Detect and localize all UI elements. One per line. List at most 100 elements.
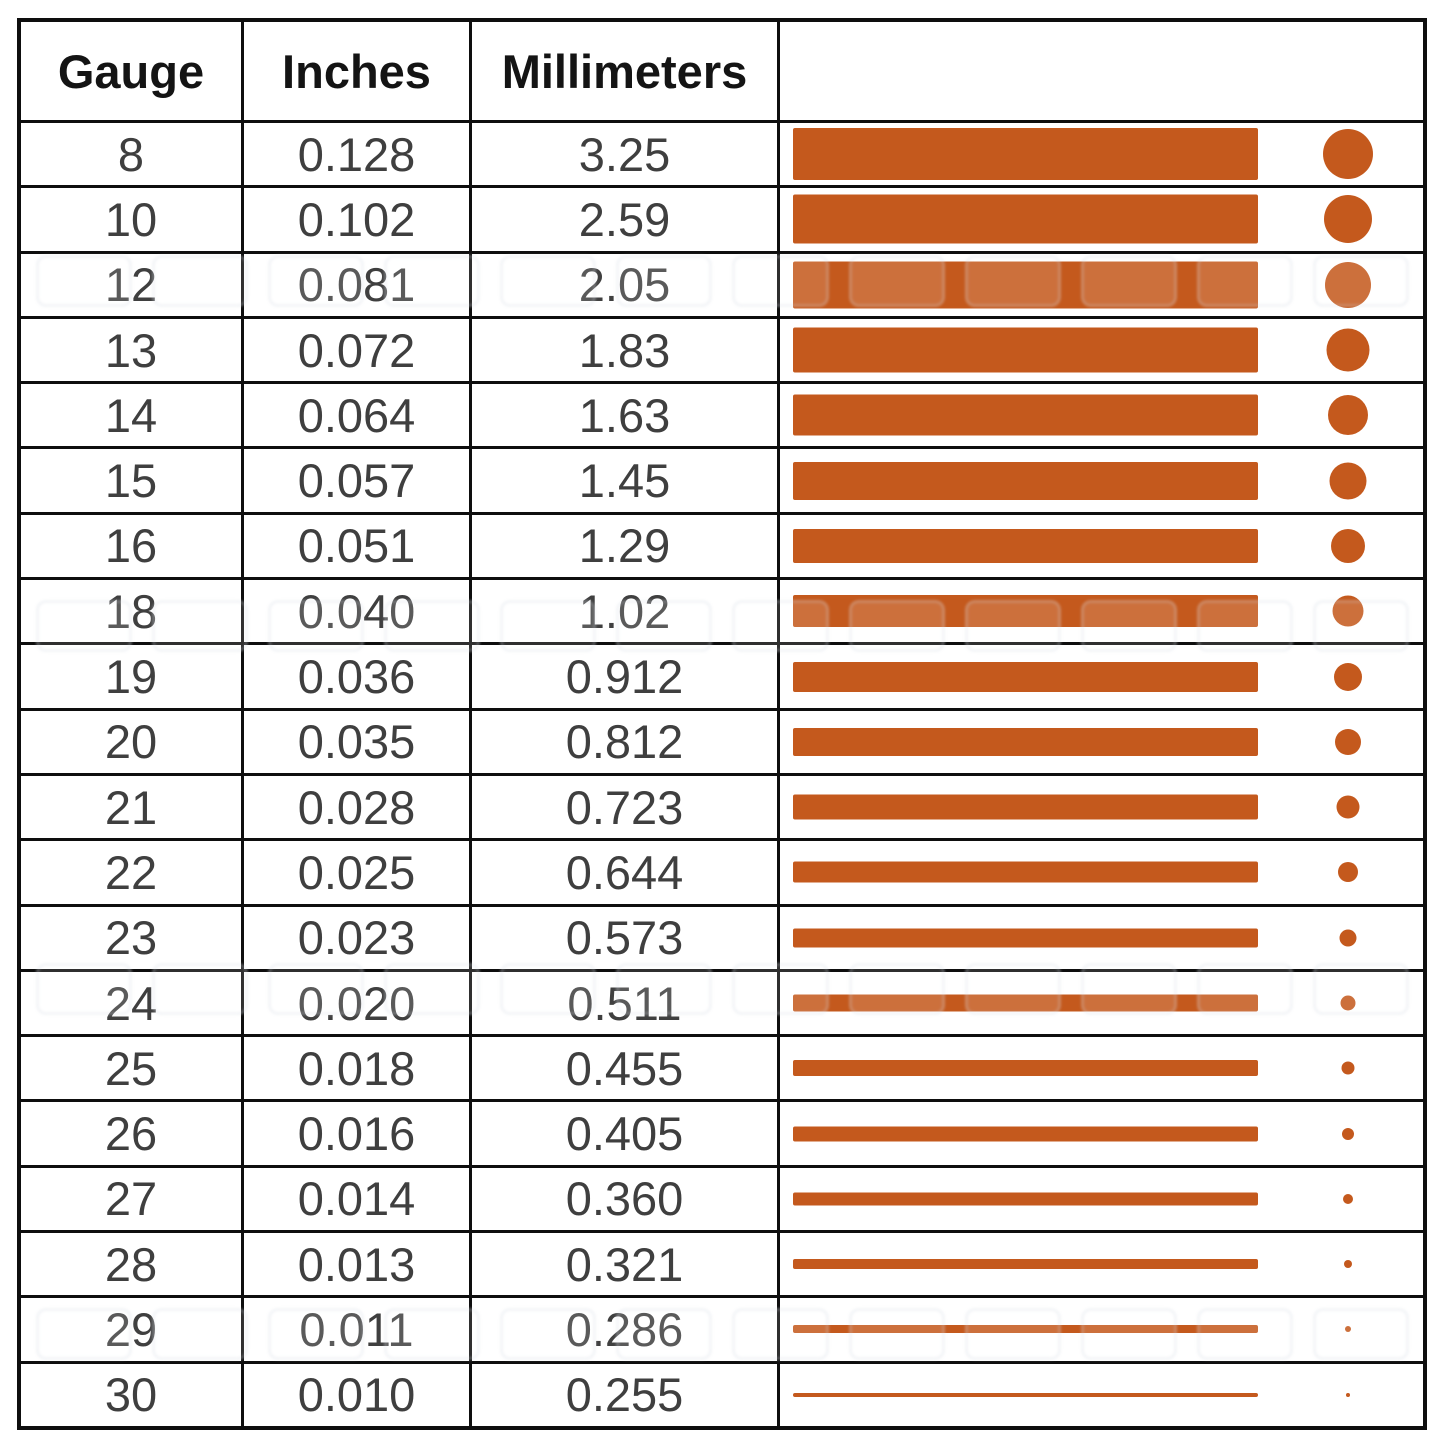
wire-thickness-bar bbox=[793, 461, 1258, 500]
millimeters-value: 0.912 bbox=[472, 645, 780, 708]
inches-value: 0.010 bbox=[244, 1363, 472, 1426]
size-visual-cell bbox=[780, 1298, 1423, 1360]
gauge-value: 21 bbox=[21, 775, 244, 839]
table-row: 27 0.014 0.360 bbox=[21, 1167, 1423, 1234]
gauge-value: 19 bbox=[21, 645, 244, 708]
table-row: 22 0.025 0.644 bbox=[21, 841, 1423, 907]
table-row: 21 0.028 0.723 bbox=[21, 775, 1423, 842]
gauge-value: 24 bbox=[21, 971, 244, 1035]
table-row: 8 0.128 3.25 bbox=[21, 123, 1423, 189]
wire-thickness-bar bbox=[793, 194, 1258, 244]
millimeters-value: 0.405 bbox=[472, 1102, 780, 1165]
wire-diameter-dot bbox=[1343, 1193, 1353, 1204]
wire-diameter-dot bbox=[1328, 395, 1368, 436]
header-visual bbox=[780, 22, 1423, 120]
table-row: 20 0.035 0.812 bbox=[21, 710, 1423, 776]
gauge-value: 13 bbox=[21, 318, 244, 382]
millimeters-value: 1.63 bbox=[472, 384, 780, 447]
wire-thickness-bar bbox=[793, 528, 1258, 563]
inches-value: 0.011 bbox=[244, 1298, 472, 1361]
millimeters-value: 0.573 bbox=[472, 906, 780, 969]
millimeters-value: 1.83 bbox=[472, 318, 780, 382]
wire-thickness-bar bbox=[793, 394, 1258, 436]
table-row: 28 0.013 0.321 bbox=[21, 1233, 1423, 1299]
table-row: 19 0.036 0.912 bbox=[21, 645, 1423, 711]
millimeters-value: 0.812 bbox=[472, 710, 780, 773]
gauge-value: 20 bbox=[21, 710, 244, 773]
inches-value: 0.051 bbox=[244, 514, 472, 578]
wire-thickness-bar bbox=[793, 1392, 1258, 1397]
wire-diameter-dot bbox=[1336, 795, 1360, 819]
inches-value: 0.035 bbox=[244, 710, 472, 773]
wire-diameter-dot bbox=[1341, 1061, 1355, 1075]
size-visual-cell bbox=[780, 580, 1423, 642]
inches-value: 0.018 bbox=[244, 1037, 472, 1100]
inches-value: 0.036 bbox=[244, 645, 472, 708]
gauge-value: 8 bbox=[21, 123, 244, 186]
table-row: 18 0.040 1.02 bbox=[21, 580, 1423, 646]
wire-diameter-dot bbox=[1339, 929, 1357, 947]
table-row: 23 0.023 0.573 bbox=[21, 906, 1423, 972]
size-visual-cell bbox=[780, 449, 1423, 511]
millimeters-value: 0.644 bbox=[472, 841, 780, 904]
table-row: 14 0.064 1.63 bbox=[21, 384, 1423, 450]
table-row: 29 0.011 0.286 bbox=[21, 1298, 1423, 1364]
gauge-value: 14 bbox=[21, 384, 244, 447]
inches-value: 0.128 bbox=[244, 123, 472, 186]
table-row: 15 0.057 1.45 bbox=[21, 449, 1423, 515]
size-visual-cell bbox=[780, 384, 1423, 446]
inches-value: 0.057 bbox=[244, 449, 472, 512]
wire-diameter-dot bbox=[1326, 328, 1370, 372]
inches-value: 0.023 bbox=[244, 906, 472, 969]
millimeters-value: 0.286 bbox=[472, 1298, 780, 1361]
wire-thickness-bar bbox=[793, 1192, 1258, 1206]
millimeters-value: 2.59 bbox=[472, 188, 780, 251]
wire-diameter-dot bbox=[1325, 261, 1371, 308]
wire-diameter-dot bbox=[1344, 1260, 1352, 1269]
wire-diameter-dot bbox=[1331, 528, 1365, 563]
table-row: 13 0.072 1.83 bbox=[21, 318, 1423, 385]
wire-diameter-dot bbox=[1340, 995, 1356, 1011]
header-gauge: Gauge bbox=[21, 22, 244, 120]
table-row: 25 0.018 0.455 bbox=[21, 1037, 1423, 1103]
gauge-table: Gauge Inches Millimeters 8 0.128 3.25 10 0.1… bbox=[17, 18, 1427, 1430]
millimeters-value: 0.255 bbox=[472, 1363, 780, 1426]
size-visual-cell bbox=[780, 1037, 1423, 1099]
size-visual-cell bbox=[780, 1364, 1423, 1426]
gauge-value: 28 bbox=[21, 1233, 244, 1296]
table-body: 8 0.128 3.25 10 0.102 2.59 12 0.081 2.05 13 0.072 1… bbox=[21, 123, 1423, 1426]
gauge-value: 12 bbox=[21, 253, 244, 316]
inches-value: 0.072 bbox=[244, 318, 472, 382]
size-visual-cell bbox=[780, 645, 1423, 707]
millimeters-value: 1.45 bbox=[472, 449, 780, 512]
size-visual-cell bbox=[780, 1233, 1423, 1295]
wire-diameter-dot bbox=[1324, 195, 1372, 244]
size-visual-cell bbox=[780, 776, 1423, 838]
gauge-value: 18 bbox=[21, 580, 244, 643]
inches-value: 0.020 bbox=[244, 971, 472, 1035]
wire-diameter-dot bbox=[1345, 1326, 1351, 1333]
gauge-value: 22 bbox=[21, 841, 244, 904]
millimeters-value: 1.29 bbox=[472, 514, 780, 578]
gauge-value: 10 bbox=[21, 188, 244, 251]
inches-value: 0.064 bbox=[244, 384, 472, 447]
gauge-value: 26 bbox=[21, 1102, 244, 1165]
millimeters-value: 0.511 bbox=[472, 971, 780, 1035]
wire-thickness-bar bbox=[793, 1126, 1258, 1142]
gauge-value: 27 bbox=[21, 1167, 244, 1231]
wire-thickness-bar bbox=[793, 928, 1258, 948]
wire-diameter-dot bbox=[1335, 728, 1361, 755]
size-visual-cell bbox=[780, 907, 1423, 969]
wire-thickness-bar bbox=[793, 661, 1258, 692]
size-visual-cell bbox=[780, 515, 1423, 577]
inches-value: 0.028 bbox=[244, 775, 472, 839]
wire-thickness-bar bbox=[793, 727, 1258, 756]
inches-value: 0.102 bbox=[244, 188, 472, 251]
wire-diameter-dot bbox=[1329, 462, 1367, 500]
inches-value: 0.014 bbox=[244, 1167, 472, 1231]
wire-diameter-dot bbox=[1323, 129, 1373, 180]
millimeters-value: 1.02 bbox=[472, 580, 780, 643]
size-visual-cell bbox=[780, 1102, 1423, 1164]
table-row: 24 0.020 0.511 bbox=[21, 971, 1423, 1038]
